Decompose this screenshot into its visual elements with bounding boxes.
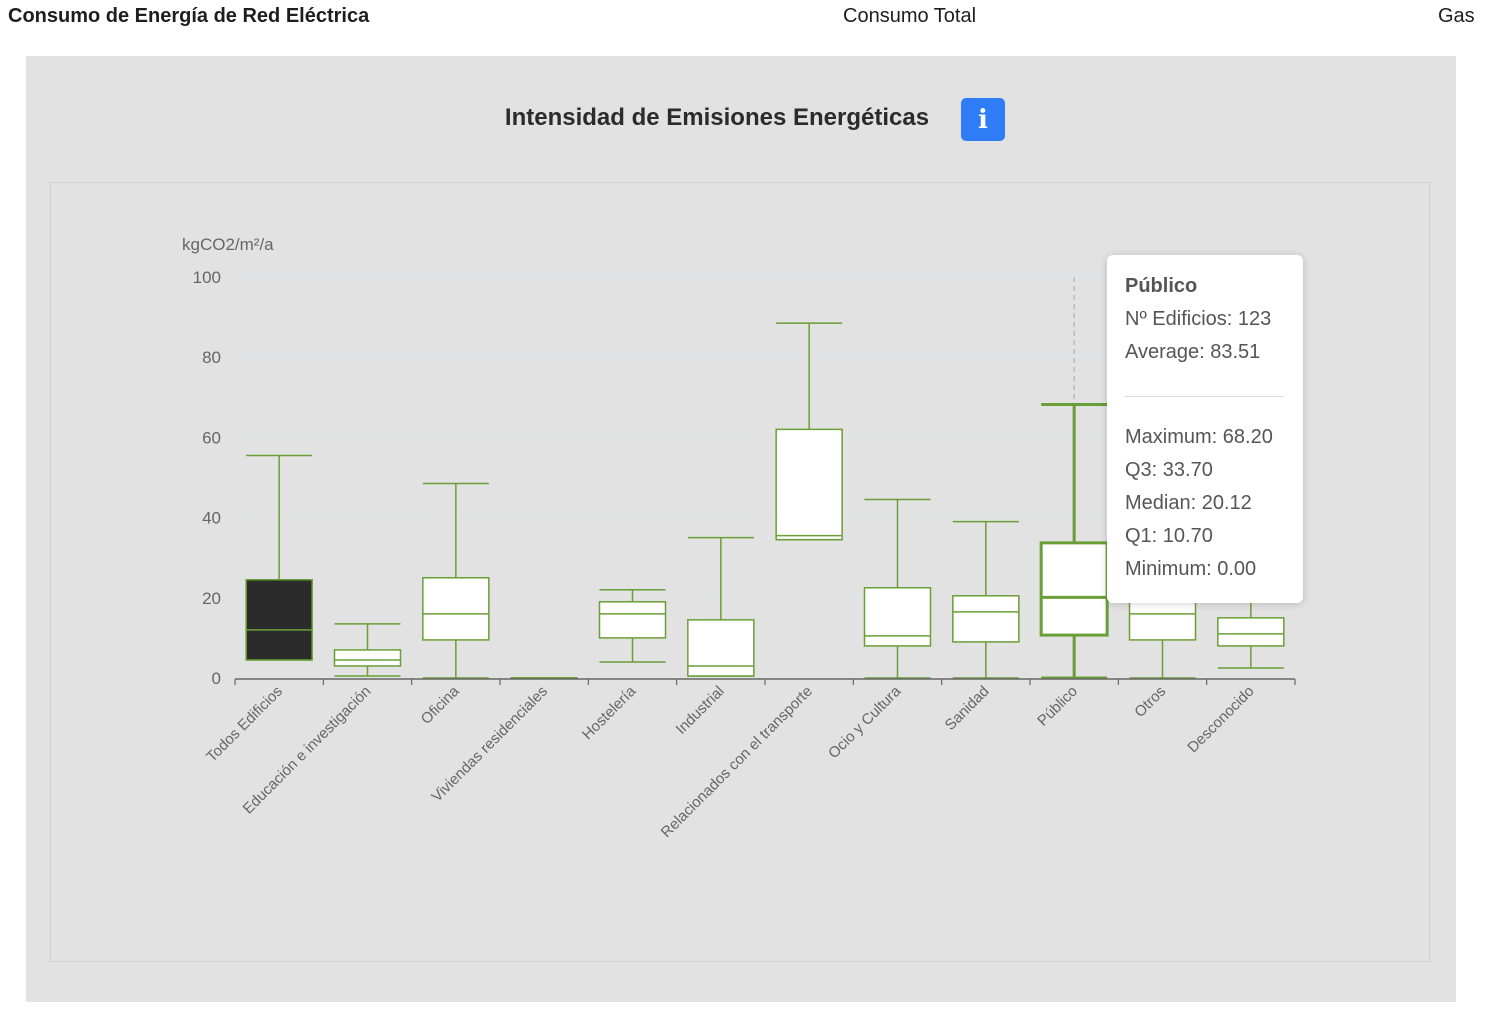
box xyxy=(775,428,843,541)
tooltip-median: Median: 20.12 xyxy=(1125,492,1252,514)
tooltip-q1: Q1: 10.70 xyxy=(1125,525,1213,547)
box xyxy=(598,601,667,639)
tooltip-maximum: Maximum: 68.20 xyxy=(1125,426,1273,448)
y-axis-label: kgCO2/m²/a xyxy=(182,235,274,254)
box xyxy=(687,619,755,677)
tooltip-minimum: Minimum: 0.00 xyxy=(1125,558,1257,580)
y-tick-label: 100 xyxy=(193,268,221,287)
chart-tooltip: Público Nº Edificios: 123 Average: 83.51… xyxy=(1107,255,1303,603)
box xyxy=(863,587,932,647)
top-bar: Consumo de Energía de Red Eléctrica Cons… xyxy=(0,0,1508,40)
tab-consumo-total[interactable]: Consumo Total xyxy=(843,5,977,27)
tab-gas[interactable]: Gas xyxy=(1438,5,1475,27)
y-tick-label: 20 xyxy=(202,589,221,608)
chart-title: Intensidad de Emisiones Energéticas xyxy=(504,104,930,131)
x-tick-label: Sanidad xyxy=(942,683,993,734)
tooltip-n-edificios: Nº Edificios: 123 xyxy=(1125,308,1272,330)
x-tick-label: Oficina xyxy=(418,682,463,727)
y-tick-label: 60 xyxy=(202,428,221,447)
x-tick-label: Industrial xyxy=(673,683,728,738)
y-tick-label: 40 xyxy=(202,509,221,528)
x-tick-label: Otros xyxy=(1131,683,1169,721)
y-tick-label: 0 xyxy=(212,669,221,688)
tooltip-q3: Q3: 33.70 xyxy=(1125,459,1213,481)
tooltip-title: Público xyxy=(1125,275,1198,297)
x-tick-label: Ocio y Cultura xyxy=(825,682,905,762)
x-tick-label: Todos Edificios xyxy=(203,683,286,766)
x-tick-label: Relacionados con el transporte xyxy=(658,683,816,841)
x-tick-label: Desconocido xyxy=(1184,683,1257,756)
app-title: Consumo de Energía de Red Eléctrica xyxy=(8,5,370,27)
box xyxy=(422,577,490,641)
box xyxy=(1217,617,1285,647)
tooltip-average: Average: 83.51 xyxy=(1125,341,1261,363)
box xyxy=(1039,541,1109,637)
box xyxy=(333,649,402,667)
chart-frame: kgCO2/m²/a 0 20 40 60 80 100 Todos Edificios Edu… xyxy=(50,182,1430,962)
box xyxy=(952,595,1020,643)
y-tick-label: 80 xyxy=(202,348,221,367)
box xyxy=(245,579,313,661)
x-tick-label: Público xyxy=(1034,683,1081,730)
x-tick-label: Hostelería xyxy=(579,682,640,743)
info-icon[interactable]: i xyxy=(961,98,1005,141)
tooltip-divider xyxy=(1125,396,1285,397)
